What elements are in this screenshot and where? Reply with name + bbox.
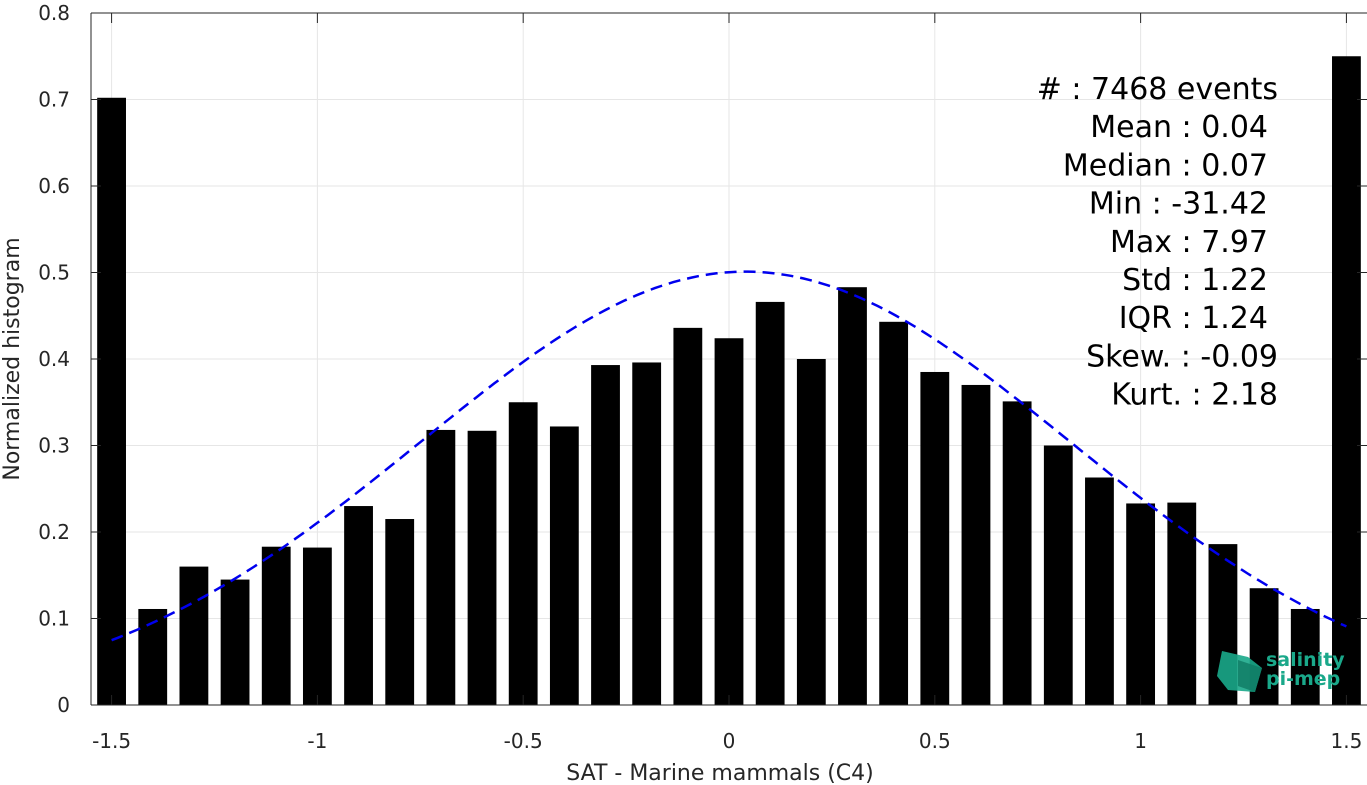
stat-line: # : 7468 events <box>1037 72 1278 107</box>
histogram-bar <box>755 301 785 705</box>
y-tick-label: 0.5 <box>38 261 70 285</box>
y-tick-label: 0.3 <box>38 434 70 458</box>
histogram-bar <box>1290 608 1320 705</box>
y-tick-label: 0.6 <box>38 174 70 198</box>
y-tick-label: 0.4 <box>38 347 70 371</box>
histogram-bar <box>549 426 579 705</box>
logo-line1: salinity <box>1266 649 1345 671</box>
axes-frame <box>90 12 1367 706</box>
histogram-bar <box>179 566 209 705</box>
stat-line: Median : 0.07 <box>1063 148 1268 183</box>
x-tick-label: -1 <box>307 729 327 753</box>
histogram-bar <box>97 97 126 705</box>
histogram-bar <box>879 321 909 705</box>
histogram-bar <box>920 371 950 705</box>
histogram-bar <box>426 429 456 705</box>
logo-line2: pi-mep <box>1266 668 1340 690</box>
logo-cube-shade <box>1238 660 1262 692</box>
histogram-bar <box>138 608 168 705</box>
y-tick-label: 0 <box>57 693 70 717</box>
x-tick-label: 0.5 <box>919 729 951 753</box>
salinity-pi-mep-logo: salinity pi-mep <box>1217 649 1345 692</box>
y-tick-label: 0.2 <box>38 520 70 544</box>
histogram-bar <box>467 430 497 705</box>
x-tick-label: -1.5 <box>92 729 131 753</box>
histogram-bar <box>1002 401 1032 705</box>
histogram-bar <box>796 359 826 705</box>
histogram-bar <box>220 579 250 705</box>
stat-line: Kurt. : 2.18 <box>1111 378 1278 413</box>
histogram-bar <box>1043 445 1073 705</box>
histogram-bar <box>714 338 744 705</box>
x-tick-label: 0 <box>723 729 736 753</box>
histogram-bar <box>838 287 867 705</box>
histogram-bar <box>261 546 291 705</box>
histogram-bar <box>344 506 373 705</box>
x-tick-label: 1.5 <box>1331 729 1363 753</box>
y-tick-label: 0.1 <box>38 607 70 631</box>
y-tick-label: 0.7 <box>38 88 70 112</box>
histogram-bar <box>508 402 538 705</box>
histogram-bar <box>673 327 703 705</box>
histogram-bar <box>591 365 620 705</box>
stat-line: Mean : 0.04 <box>1090 110 1268 145</box>
histogram-bar <box>1332 56 1361 705</box>
x-axis-label: SAT - Marine mammals (C4) <box>566 761 874 785</box>
histogram-bar <box>1126 503 1156 705</box>
histogram-bar <box>1167 502 1197 705</box>
stat-line: Max : 7.97 <box>1110 225 1268 260</box>
x-tick-label: 1 <box>1134 729 1147 753</box>
stat-line: Min : -31.42 <box>1089 187 1268 222</box>
y-axis-label: Normalized histogram <box>0 237 25 480</box>
histogram-bar <box>1085 477 1114 705</box>
y-tick-labels: 0 0.1 0.2 0.3 0.4 0.5 0.6 0.7 0.8 <box>38 1 70 717</box>
stat-line: Skew. : -0.09 <box>1086 339 1278 374</box>
y-tick-label: 0.8 <box>38 1 70 25</box>
stat-line: IQR : 1.24 <box>1119 301 1268 336</box>
x-tick-labels: -1.5 -1 -0.5 0 0.5 1 1.5 <box>92 729 1362 753</box>
histogram-bar <box>632 362 662 705</box>
histogram-bar <box>302 547 332 705</box>
x-tick-label: -0.5 <box>504 729 543 753</box>
histogram-bars <box>97 56 1361 705</box>
gaussian-fit-curve <box>111 270 1347 642</box>
histogram-bar <box>385 519 415 705</box>
stat-line: Std : 1.22 <box>1122 263 1268 298</box>
histogram-bar <box>961 384 991 705</box>
